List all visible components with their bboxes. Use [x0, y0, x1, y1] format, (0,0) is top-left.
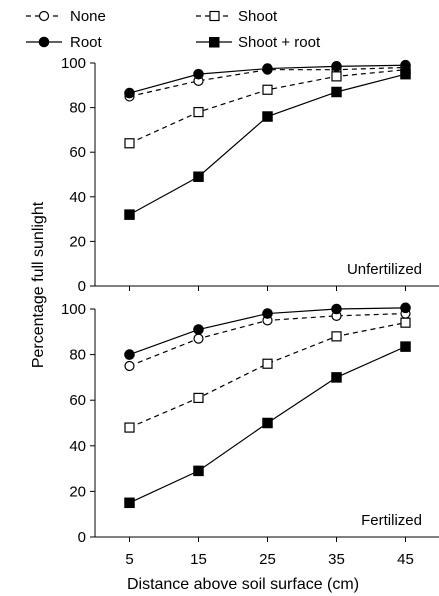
unfertilized-point-shoot-root	[124, 209, 135, 220]
unfertilized-series-line-none	[129, 66, 406, 98]
unfertilized-series-line-shoot-root	[129, 73, 406, 216]
fertilized-y-tick-label: 20	[69, 483, 86, 500]
fertilized-point-shoot-root	[124, 497, 135, 509]
legend-marker-root	[38, 36, 50, 48]
unfertilized-point-shoot-root	[400, 68, 411, 80]
fertilized-point-shoot	[193, 392, 204, 404]
unfertilized-point-root	[262, 63, 273, 74]
legend-label-shoot: Shoot	[238, 8, 278, 25]
unfertilized-point-root	[124, 87, 135, 99]
x-axis-label: Distance above soil surface (cm)	[127, 576, 359, 593]
fertilized-point-shoot-root	[400, 341, 411, 352]
fertilized-point-shoot-root	[193, 465, 204, 477]
x-tick-label: 15	[190, 551, 207, 568]
unfertilized-y-tick-label: 80	[69, 100, 86, 117]
legend-marker-shoot-root	[209, 37, 220, 48]
fertilized-y-tick-label: 80	[69, 347, 86, 364]
fertilized-point-none	[193, 333, 204, 344]
x-tick-label: 45	[397, 551, 414, 568]
fertilized-y-tick-label: 40	[69, 438, 86, 455]
fertilized-point-shoot	[400, 317, 411, 328]
fertilized-point-none	[124, 360, 135, 372]
fertilized-point-shoot-root	[262, 417, 273, 429]
fertilized-point-root	[331, 303, 342, 315]
unfertilized-y-tick-label: 20	[69, 233, 86, 250]
unfertilized-point-shoot	[262, 84, 273, 95]
fertilized-point-shoot	[124, 422, 135, 433]
panel-unfertilized: 0 20 40 60 80 100 Unfertilized	[61, 55, 439, 295]
fertilized-point-shoot	[331, 331, 342, 342]
unfertilized-point-shoot	[331, 71, 342, 82]
fertilized-point-root	[262, 308, 273, 319]
unfertilized-point-shoot-root	[331, 86, 342, 98]
legend: None Shoot Root Shoot + root	[26, 8, 321, 51]
unfertilized-point-root	[400, 59, 411, 71]
legend-marker-shoot	[209, 10, 220, 22]
legend-label-shoot-root: Shoot + root	[238, 34, 321, 51]
fertilized-y-tick-label: 0	[78, 529, 86, 546]
fertilized-point-root	[193, 324, 204, 335]
unfertilized-point-shoot	[124, 138, 135, 149]
fertilized-annotation: Fertilized	[361, 512, 422, 529]
unfertilized-point-root	[331, 61, 342, 72]
unfertilized-y-tick-label: 0	[78, 278, 86, 295]
unfertilized-annotation: Unfertilized	[347, 261, 422, 278]
x-tick-label: 25	[259, 551, 276, 568]
legend-label-root: Root	[70, 34, 103, 51]
y-axis-label: Percentage full sunlight	[30, 201, 47, 368]
unfertilized-y-tick-label: 60	[69, 144, 86, 161]
x-tick-label: 5	[125, 551, 133, 568]
legend-entry-none: None	[26, 8, 106, 25]
fertilized-series-line-shoot	[129, 322, 406, 429]
x-tick-label: 35	[328, 551, 345, 568]
unfertilized-y-tick-label: 100	[61, 55, 86, 72]
panel-fertilized: 0 20 40 60 80 100 5 15 25 35 45 Fertilized	[61, 301, 439, 568]
fertilized-point-shoot	[262, 358, 273, 369]
unfertilized-y-tick-label: 40	[69, 189, 86, 206]
unfertilized-point-shoot-root	[262, 111, 273, 122]
legend-entry-shoot-root: Shoot + root	[196, 34, 321, 51]
unfertilized-point-shoot	[193, 106, 204, 118]
legend-marker-none	[38, 10, 50, 22]
fertilized-point-shoot-root	[331, 372, 342, 383]
unfertilized-point-shoot-root	[193, 171, 204, 182]
unfertilized-series-line-shoot	[129, 69, 406, 144]
legend-label-none: None	[70, 8, 106, 25]
legend-entry-root: Root	[26, 34, 103, 51]
fertilized-y-tick-label: 60	[69, 392, 86, 409]
fertilized-y-tick-label: 100	[61, 301, 86, 318]
fertilized-point-root	[400, 302, 411, 314]
fertilized-point-root	[124, 349, 135, 360]
unfertilized-point-root	[193, 68, 204, 80]
legend-entry-shoot: Shoot	[196, 8, 278, 25]
